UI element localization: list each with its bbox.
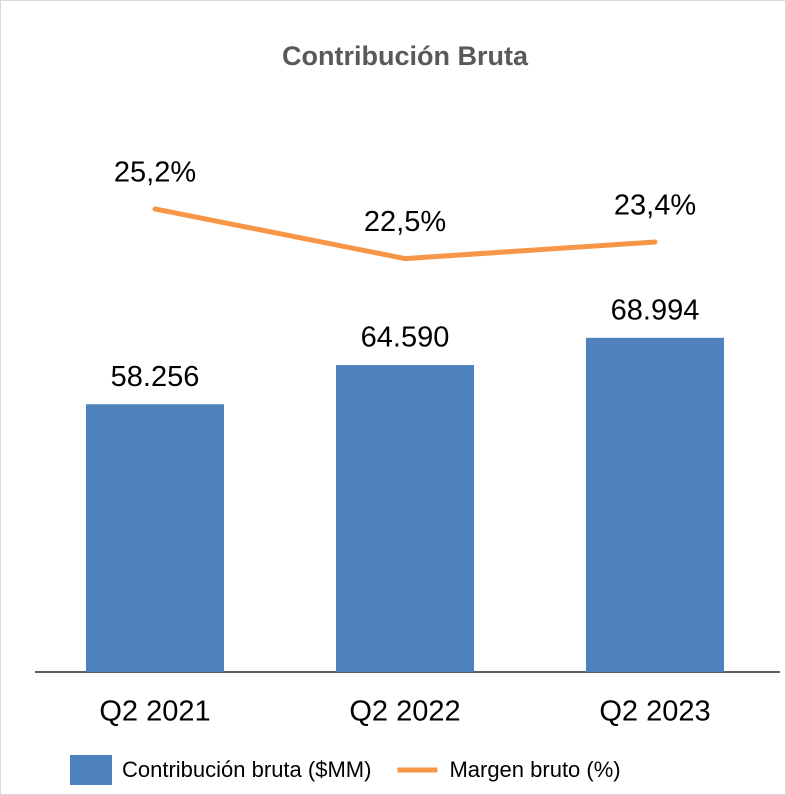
chart-title: Contribución Bruta <box>282 41 529 71</box>
bar <box>86 404 224 672</box>
legend-label: Contribución bruta ($MM) <box>122 757 371 782</box>
bar-value-label: 64.590 <box>361 322 450 354</box>
legend-swatch <box>70 755 112 785</box>
x-tick-label: Q2 2021 <box>99 696 210 728</box>
line-value-label: 25,2% <box>114 157 196 189</box>
line <box>152 206 658 262</box>
line-value-label: 22,5% <box>364 206 446 238</box>
bar-value-label: 58.256 <box>111 361 200 393</box>
line-value-label: 23,4% <box>614 190 696 222</box>
x-tick-label: Q2 2022 <box>349 696 460 728</box>
legend-label: Margen bruto (%) <box>449 757 620 782</box>
bar-value-label: 68.994 <box>611 294 700 326</box>
bar <box>586 337 724 672</box>
bar <box>336 365 474 672</box>
x-tick-label: Q2 2023 <box>599 696 710 728</box>
